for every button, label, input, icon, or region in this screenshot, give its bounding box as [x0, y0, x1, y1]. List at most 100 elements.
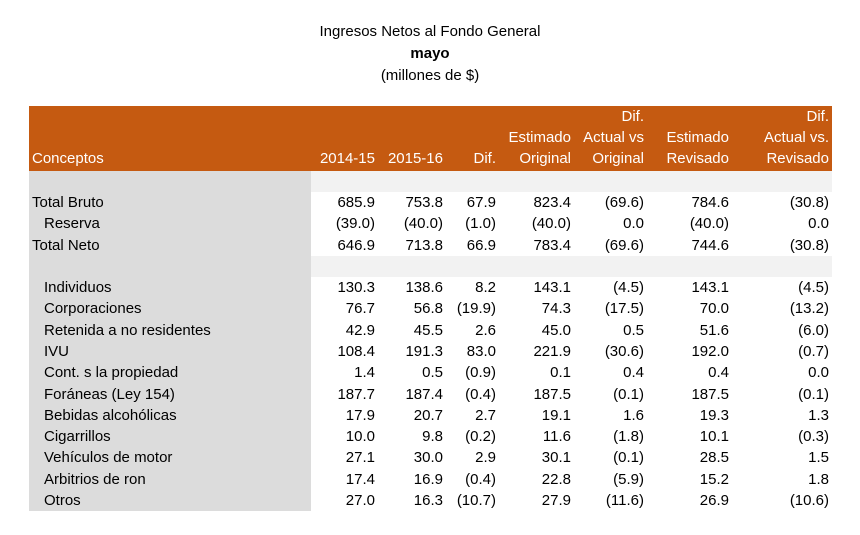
cell-2015-16: 9.8: [422, 428, 443, 446]
cell-dif-original: (69.6): [604, 194, 644, 212]
cell-dif-revisado: (0.7): [798, 342, 829, 360]
cell-estimado-revisado: 0.4: [708, 364, 729, 382]
spacer-cell: [378, 255, 446, 277]
cell-dif: (1.0): [465, 215, 496, 233]
header-dif-orig-line3: Original: [592, 150, 644, 167]
cell-2014-15: 187.7: [337, 385, 375, 403]
row-label: Corporaciones: [29, 298, 311, 320]
cell-dif: 8.2: [475, 279, 496, 297]
cell-dif-original: (0.1): [613, 449, 644, 467]
cell-dif-revisado: (30.8): [789, 236, 829, 254]
cell-2014-15: 17.9: [345, 406, 375, 424]
row-label: Otros: [29, 489, 311, 512]
spacer-cell: [574, 171, 647, 192]
cell-estimado-original: 74.3: [541, 300, 571, 318]
cell-dif: 67.9: [466, 194, 496, 212]
cell-estimado-revisado: 143.1: [691, 279, 729, 297]
cell-dif: (0.4): [465, 470, 496, 488]
cell-dif: 2.9: [475, 449, 496, 467]
row-label: Reserva: [29, 213, 311, 235]
table-row: Reserva (39.0) (40.0) (1.0) (40.0) 0.0 (40.0) 0…: [29, 213, 832, 235]
cell-dif-revisado: (10.6): [789, 492, 829, 509]
cell-dif-revisado: (0.1): [798, 385, 829, 403]
cell-2015-16: 0.5: [422, 364, 443, 382]
cell-2015-16: 30.0: [413, 449, 443, 467]
cell-estimado-revisado: 51.6: [699, 321, 729, 339]
table-row: Total Neto 646.9 713.8 66.9 783.4 (69.6) 744.6…: [29, 234, 832, 256]
header-estimado-revisado-line2: Revisado: [666, 150, 729, 167]
cell-2014-15: 27.0: [345, 492, 375, 509]
spacer-cell: [647, 255, 732, 277]
cell-2015-16: (40.0): [403, 215, 443, 233]
table-row: Total Bruto 685.9 753.8 67.9 823.4 (69.6) 784.…: [29, 192, 832, 214]
cell-estimado-original: 27.9: [541, 492, 571, 509]
cell-estimado-revisado: 26.9: [699, 492, 729, 509]
cell-dif-revisado: (4.5): [798, 279, 829, 297]
cell-dif-original: 0.4: [623, 364, 644, 382]
revenue-table-container: Conceptos 2014-15 2015-16 Dif. Estimado …: [29, 106, 832, 512]
cell-2015-16: 191.3: [405, 342, 443, 360]
row-label: Foráneas (Ley 154): [29, 383, 311, 405]
header-estimado-original-line2: Original: [519, 150, 571, 167]
cell-2014-15: 108.4: [337, 342, 375, 360]
table-row: IVU 108.4 191.3 83.0 221.9 (30.6) 192.0 (0.7): [29, 340, 832, 363]
table-header: Conceptos 2014-15 2015-16 Dif. Estimado …: [29, 106, 832, 171]
cell-2015-16: 16.3: [413, 492, 443, 509]
cell-2014-15: 76.7: [345, 300, 375, 318]
cell-dif-original: 0.5: [623, 321, 644, 339]
spacer-cell: [647, 171, 732, 192]
cell-2015-16: 20.7: [413, 406, 443, 424]
cell-dif: (19.9): [456, 300, 496, 318]
cell-dif-revisado: 1.5: [808, 449, 829, 467]
cell-dif-revisado: 0.0: [808, 364, 829, 382]
cell-2015-16: 187.4: [405, 385, 443, 403]
cell-dif-original: 0.0: [623, 215, 644, 233]
header-estimado-revisado-line1: Estimado: [666, 129, 729, 146]
row-label: Total Bruto: [29, 192, 311, 214]
table-row: Vehículos de motor 27.1 30.0 2.9 30.1 (0.1) 28…: [29, 447, 832, 469]
cell-2015-16: 753.8: [405, 194, 443, 212]
header-dif-rev-line3: Revisado: [766, 150, 829, 167]
table-row: Retenida a no residentes 42.9 45.5 2.6 45.0 0…: [29, 319, 832, 341]
header-dif-actual-vs-original: Dif. Actual vs Original: [574, 106, 647, 171]
spacer-cell: [311, 255, 378, 277]
cell-estimado-original: 45.0: [541, 321, 571, 339]
cell-estimado-original: 783.4: [533, 236, 571, 254]
header-dif-actual-vs-revisado: Dif. Actual vs. Revisado: [732, 106, 832, 171]
row-label: Arbitrios de ron: [29, 468, 311, 490]
cell-estimado-revisado: 15.2: [699, 470, 729, 488]
cell-2015-16: 45.5: [413, 321, 443, 339]
cell-dif-original: (5.9): [613, 470, 644, 488]
spacer-cell: [29, 171, 311, 192]
cell-estimado-original: 187.5: [533, 385, 571, 403]
cell-2014-15: 10.0: [345, 428, 375, 446]
cell-dif-original: (69.6): [604, 236, 644, 254]
header-dif-orig-line1: Dif.: [621, 108, 645, 125]
cell-2015-16: 713.8: [405, 236, 443, 254]
cell-2014-15: 646.9: [337, 236, 375, 254]
cell-dif: 2.6: [475, 321, 496, 339]
row-label: Bebidas alcohólicas: [29, 404, 311, 426]
cell-estimado-revisado: 744.6: [691, 236, 729, 254]
header-dif-rev-line2: Actual vs.: [763, 129, 829, 146]
table-row: Corporaciones 76.7 56.8 (19.9) 74.3 (17.5) 70.…: [29, 298, 832, 320]
cell-2015-16: 16.9: [413, 470, 443, 488]
cell-estimado-original: (40.0): [531, 215, 571, 233]
cell-estimado-original: 143.1: [533, 279, 571, 297]
cell-estimado-original: 221.9: [533, 342, 571, 360]
cell-estimado-revisado: 28.5: [699, 449, 729, 467]
cell-dif-original: (1.8): [613, 428, 644, 446]
row-label: Total Neto: [29, 234, 311, 256]
cell-dif-revisado: 1.8: [808, 470, 829, 488]
table-row: Otros 27.0 16.3 (10.7) 27.9 (11.6) 26.9 (10.6): [29, 489, 832, 512]
spacer-cell: [446, 255, 499, 277]
cell-dif: 66.9: [466, 236, 496, 254]
report-units: (millones de $): [380, 67, 480, 84]
cell-estimado-revisado: 187.5: [691, 385, 729, 403]
row-label: Individuos: [29, 276, 311, 299]
cell-estimado-revisado: 70.0: [699, 300, 729, 318]
cell-dif-revisado: (6.0): [798, 321, 829, 339]
cell-2014-15: 27.1: [345, 449, 375, 467]
header-2014-15: 2014-15: [311, 106, 378, 171]
cell-estimado-original: 11.6: [542, 428, 571, 446]
